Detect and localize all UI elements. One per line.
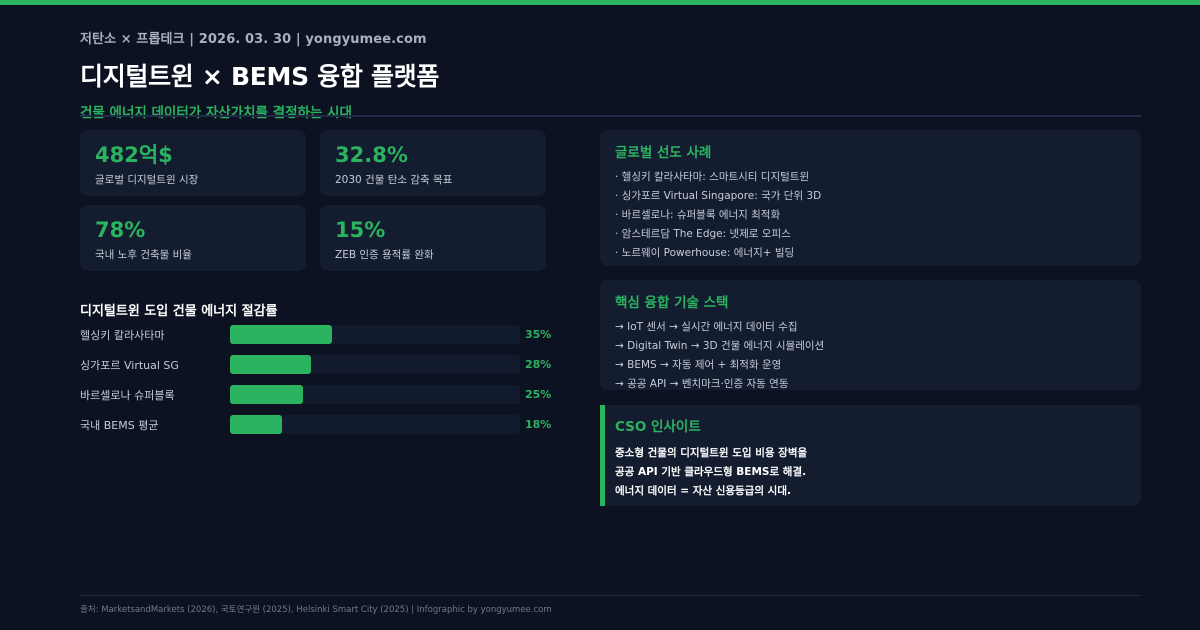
footer-divider — [80, 595, 1141, 596]
bar-category-label: 국내 BEMS 평균 — [80, 419, 159, 432]
list-item: · 암스테르담 The Edge: 넷제로 오피스 — [615, 228, 791, 240]
stat-value: 78% — [95, 218, 146, 242]
list-item: · 헬싱키 칼라사타마: 스마트시티 디지털트윈 — [615, 171, 810, 183]
panel-title: 글로벌 선도 사례 — [615, 145, 712, 161]
bar-track — [230, 415, 520, 434]
stat-card-market: 482억$ 글로벌 디지털트윈 시장 — [80, 130, 306, 196]
list-item: · 바르셀로나: 슈퍼블록 에너지 최적화 — [615, 209, 781, 221]
insight-title: CSO 인사이트 — [615, 419, 701, 435]
bar-track — [230, 355, 520, 374]
tech-stack-panel: 핵심 융합 기술 스택 → IoT 센서 → 실시간 에너지 데이터 수집 → … — [600, 280, 1141, 390]
insight-line: 공공 API 기반 클라우드형 BEMS로 해결. — [615, 466, 807, 478]
bar-category-label: 바르셀로나 슈퍼블록 — [80, 389, 175, 402]
bar-row: 국내 BEMS 평균 18% — [80, 415, 560, 435]
bar-value-label: 18% — [525, 418, 552, 431]
meta-line: 저탄소 × 프롭테크 | 2026. 03. 30 | yongyumee.co… — [80, 32, 427, 47]
page-subtitle: 건물 에너지 데이터가 자산가치를 결정하는 시대 — [80, 105, 352, 121]
header-divider — [80, 115, 1141, 117]
insight-line: 에너지 데이터 = 자산 신용등급의 시대. — [615, 485, 791, 497]
top-accent-bar — [0, 0, 1200, 5]
footer-source: 출처: MarketsandMarkets (2026), 국토연구원 (202… — [80, 605, 552, 615]
bar-track — [230, 385, 520, 404]
bar-row: 바르셀로나 슈퍼블록 25% — [80, 385, 560, 405]
page-title: 디지털트윈 × BEMS 융합 플랫폼 — [80, 62, 440, 91]
stat-card-zeb-incentive: 15% ZEB 인증 용적률 완화 — [320, 205, 546, 271]
bar-category-label: 싱가포르 Virtual SG — [80, 359, 179, 372]
stat-card-carbon-target: 32.8% 2030 건물 탄소 감축 목표 — [320, 130, 546, 196]
stat-value: 32.8% — [335, 143, 408, 167]
panel-title: 핵심 융합 기술 스택 — [615, 295, 729, 311]
header: 저탄소 × 프롭테크 | 2026. 03. 30 | yongyumee.co… — [80, 28, 1141, 121]
bar-category-label: 헬싱키 칼라사타마 — [80, 329, 165, 342]
bar — [230, 415, 282, 434]
global-cases-panel: 글로벌 선도 사례 · 헬싱키 칼라사타마: 스마트시티 디지털트윈 · 싱가포… — [600, 130, 1141, 266]
bar — [230, 355, 311, 374]
stat-label: 2030 건물 탄소 감축 목표 — [335, 174, 453, 186]
cso-insight-callout: CSO 인사이트 중소형 건물의 디지털트윈 도입 비용 장벽을 공공 API … — [600, 405, 1141, 506]
insight-line: 중소형 건물의 디지털트윈 도입 비용 장벽을 — [615, 447, 808, 459]
list-item: · 노르웨이 Powerhouse: 에너지+ 빌딩 — [615, 247, 795, 259]
stat-card-aging-buildings: 78% 국내 노후 건축물 비율 — [80, 205, 306, 271]
list-item: → Digital Twin → 3D 건물 에너지 시뮬레이션 — [615, 340, 825, 352]
list-item: → 공공 API → 벤치마크·인증 자동 연동 — [615, 378, 789, 390]
bar-value-label: 25% — [525, 388, 552, 401]
stat-value: 482억$ — [95, 143, 173, 167]
bar-value-label: 28% — [525, 358, 552, 371]
bar-value-label: 35% — [525, 328, 552, 341]
stat-label: ZEB 인증 용적률 완화 — [335, 249, 434, 261]
stat-label: 국내 노후 건축물 비율 — [95, 249, 192, 261]
list-item: → IoT 센서 → 실시간 에너지 데이터 수집 — [615, 321, 798, 333]
list-item: · 싱가포르 Virtual Singapore: 국가 단위 3D — [615, 190, 822, 202]
bar — [230, 385, 303, 404]
chart-title: 디지털트윈 도입 건물 에너지 절감률 — [80, 304, 278, 319]
bar-row: 헬싱키 칼라사타마 35% — [80, 325, 560, 345]
bar-track — [230, 325, 520, 344]
stat-value: 15% — [335, 218, 386, 242]
stat-label: 글로벌 디지털트윈 시장 — [95, 174, 199, 186]
bar-row: 싱가포르 Virtual SG 28% — [80, 355, 560, 375]
list-item: → BEMS → 자동 제어 + 최적화 운영 — [615, 359, 782, 371]
bar — [230, 325, 332, 344]
